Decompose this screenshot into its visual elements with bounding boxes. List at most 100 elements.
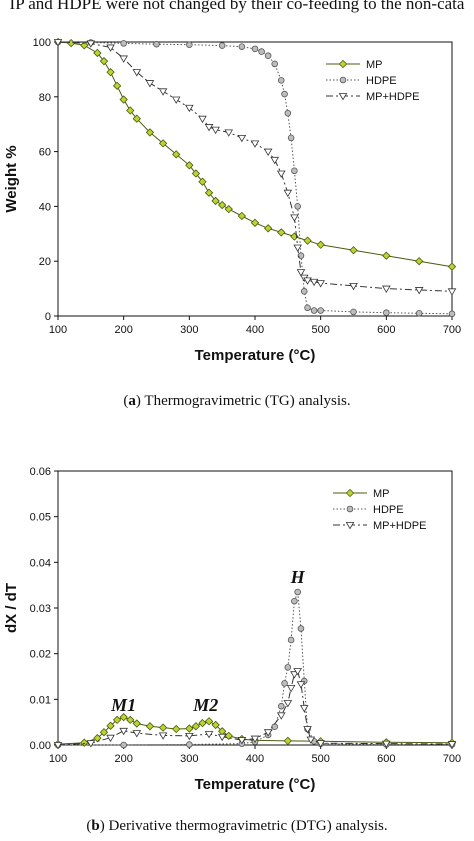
- tg-point-mp-hdpe: [119, 55, 128, 63]
- tg-point-mp-hdpe: [171, 96, 181, 104]
- tg-point-mp-hdpe: [309, 278, 319, 287]
- tg-point-mp: [172, 150, 181, 159]
- dtg-y-tick-label: 0.06: [30, 466, 51, 478]
- tg-y-tick-label: 20: [39, 256, 51, 268]
- dtg-point-mp: [119, 712, 128, 722]
- tg-point-hdpe: [120, 40, 127, 47]
- dtg-point-hdpe: [287, 636, 295, 644]
- dtg-point-mp: [204, 717, 214, 726]
- dtg-point-mp-hdpe: [185, 732, 194, 741]
- tg-x-tick-label: 100: [49, 324, 67, 336]
- tg-point-mp-hdpe: [349, 282, 358, 291]
- dtg-point-mp: [211, 720, 220, 730]
- tg-point-mp-hdpe: [414, 287, 424, 295]
- tg-point-hdpe: [448, 310, 456, 318]
- tg-point-mp-hdpe: [276, 170, 286, 178]
- tg-point-mp: [415, 257, 424, 266]
- dtg-point-mp-hdpe: [53, 742, 63, 750]
- dtg-y-tick-label: 0.05: [30, 512, 51, 524]
- dtg-legend-label-hdpe: HDPE: [373, 504, 404, 516]
- tg-point-mp: [211, 196, 220, 206]
- tg-point-mp-hdpe: [53, 39, 63, 47]
- dtg-point-mp: [224, 731, 233, 741]
- caption-a-text: Thermogravimetric (TG) analysis.: [140, 393, 351, 409]
- dtg-point-hdpe: [291, 597, 298, 605]
- dtg-x-axis-title: Temperature (°C): [195, 776, 316, 793]
- tg-point-mp-hdpe: [303, 277, 312, 285]
- tg-point-hdpe: [153, 40, 160, 48]
- dtg-point-mp-hdpe: [106, 734, 115, 743]
- dtg-point-mp-hdpe: [299, 705, 309, 713]
- tg-point-mp: [93, 48, 102, 58]
- dtg-point-mp: [93, 733, 102, 743]
- caption-a-label: a: [128, 393, 136, 409]
- tg-point-mp: [250, 218, 260, 228]
- tg-point-mp-hdpe: [250, 140, 260, 148]
- dtg-point-mp-hdpe: [293, 668, 302, 676]
- tg-point-mp: [237, 211, 247, 221]
- tg-point-hdpe: [300, 288, 308, 295]
- dtg-chart: 100 200 300 400 500 600 700 0.00 0.01 0.02 0.03 0.0…: [3, 466, 461, 793]
- tg-point-mp: [263, 224, 273, 233]
- tg-point-hdpe: [415, 309, 423, 317]
- dtg-series-hdpe: [54, 588, 456, 749]
- dtg-y-tick-label: 0.00: [30, 740, 51, 752]
- tg-x-tick-label: 300: [180, 324, 198, 336]
- tg-point-hdpe: [186, 41, 193, 49]
- dtg-y-tick-label: 0.04: [30, 557, 51, 569]
- dtg-point-hdpe: [120, 741, 127, 749]
- dtg-point-mp-hdpe: [204, 731, 214, 739]
- dtg-point-hdpe: [284, 664, 292, 671]
- tg-point-mp-hdpe: [145, 80, 155, 88]
- dtg-point-mp: [185, 724, 194, 733]
- tg-point-hdpe: [304, 304, 311, 312]
- dtg-point-mp-hdpe: [250, 735, 260, 743]
- dtg-point-mp-hdpe: [316, 740, 325, 748]
- tg-point-mp-hdpe: [106, 44, 115, 52]
- tg-x-tick-label: 600: [377, 324, 395, 336]
- dtg-point-mp-hdpe: [283, 700, 293, 708]
- tg-point-hdpe: [277, 77, 285, 84]
- tg-point-hdpe: [310, 307, 318, 314]
- tg-point-mp-hdpe: [237, 134, 247, 143]
- tg-point-mp-hdpe: [158, 88, 168, 96]
- dtg-point-mp: [198, 718, 207, 728]
- tg-point-mp-hdpe: [316, 280, 325, 288]
- tg-point-mp-hdpe: [290, 214, 299, 222]
- tg-line-mp-hdpe: [57, 41, 453, 292]
- dtg-annotation-h: H: [290, 567, 306, 587]
- tg-point-hdpe: [281, 90, 288, 98]
- dtg-point-hdpe: [297, 625, 305, 632]
- caption-b-label: b: [91, 818, 100, 834]
- dtg-legend-marker-mp-hdpe: [345, 522, 355, 530]
- dtg-series-mp-hdpe: [53, 668, 457, 750]
- tg-x-tick-label: 200: [114, 324, 132, 336]
- tg-point-hdpe: [317, 307, 324, 314]
- dtg-x-tick-label: 100: [49, 753, 67, 765]
- dtg-annotation-m1: M1: [110, 695, 136, 715]
- tg-point-mp: [112, 81, 122, 91]
- tg-point-mp: [119, 95, 128, 104]
- dtg-point-mp-hdpe: [276, 712, 286, 720]
- dtg-legend-marker-mp: [345, 488, 355, 498]
- tg-point-mp-hdpe: [185, 104, 194, 113]
- tg-point-hdpe: [218, 42, 226, 49]
- dtg-x-tick-label: 500: [311, 753, 329, 765]
- dtg-point-hdpe: [186, 741, 193, 748]
- tg-legend-marker-hdpe: [339, 76, 347, 84]
- dtg-x-tick-label: 300: [180, 753, 198, 765]
- tg-point-hdpe: [258, 48, 265, 55]
- tg-series-mp: [53, 37, 457, 271]
- dtg-point-mp-hdpe: [132, 730, 142, 738]
- tg-point-mp-hdpe: [211, 126, 220, 135]
- dtg-point-mp-hdpe: [263, 729, 273, 737]
- tg-point-hdpe: [251, 45, 259, 53]
- tg-point-hdpe: [294, 203, 301, 210]
- tg-y-tick-label: 40: [39, 201, 51, 213]
- tg-point-mp: [198, 177, 207, 186]
- tg-point-mp: [106, 67, 115, 77]
- tg-point-mp: [80, 41, 89, 50]
- tg-y-tick-label: 60: [39, 147, 51, 159]
- dtg-legend-marker-hdpe: [346, 505, 354, 513]
- dtg-point-mp-hdpe: [286, 684, 296, 693]
